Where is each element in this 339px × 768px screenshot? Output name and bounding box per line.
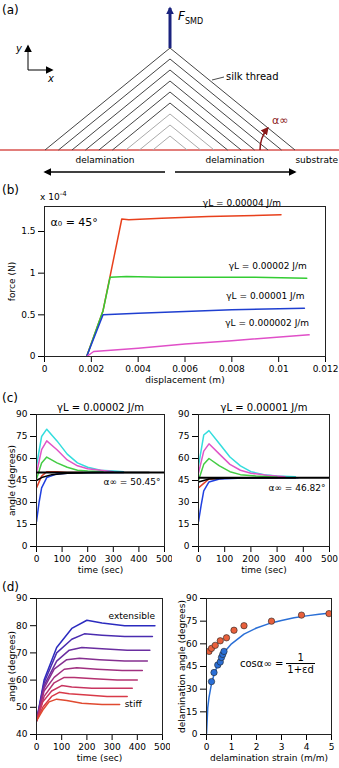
svg-text:0.004: 0.004 <box>125 364 151 374</box>
svg-text:70: 70 <box>16 648 28 658</box>
svg-text:90: 90 <box>16 593 28 603</box>
svg-text:0: 0 <box>34 742 40 752</box>
svg-text:15: 15 <box>186 707 197 717</box>
html-text:x 10-4: x 10-4 <box>40 190 67 202</box>
svg-text:40: 40 <box>16 729 28 739</box>
svg-text:200: 200 <box>242 554 259 564</box>
svg-text:400: 400 <box>130 554 147 564</box>
svg-text:300: 300 <box>105 554 122 564</box>
svg-text:0.5: 0.5 <box>21 310 35 320</box>
svg-text:90: 90 <box>178 409 190 419</box>
svg-text:75: 75 <box>178 431 189 441</box>
svg-text:delamination strain (m/m): delamination strain (m/m) <box>210 753 328 763</box>
svg-text:force (N): force (N) <box>7 262 17 301</box>
svg-text:0: 0 <box>42 364 48 374</box>
svg-text:4: 4 <box>304 742 310 752</box>
html-text:(d): (d) <box>2 580 19 594</box>
svg-text:0: 0 <box>192 729 198 739</box>
svg-text:angle (degrees): angle (degrees) <box>7 445 17 516</box>
svg-text:0: 0 <box>196 554 202 564</box>
svg-text:0.012: 0.012 <box>313 364 339 374</box>
svg-text:60: 60 <box>16 453 28 463</box>
svg-text:300: 300 <box>104 742 121 752</box>
svg-text:15: 15 <box>178 519 189 529</box>
svg-text:0: 0 <box>184 541 190 551</box>
svg-text:γL = 0.00001 J/m: γL = 0.00001 J/m <box>221 402 308 413</box>
html-text:1+εd: 1+εd <box>287 664 314 675</box>
svg-text:1: 1 <box>229 742 235 752</box>
svg-text:time (sec): time (sec) <box>241 565 286 575</box>
svg-text:100: 100 <box>216 554 233 564</box>
svg-text:90: 90 <box>16 409 28 419</box>
svg-text:60: 60 <box>178 453 190 463</box>
svg-text:45: 45 <box>16 475 27 485</box>
svg-text:substrate: substrate <box>295 155 338 165</box>
svg-text:extensible: extensible <box>109 611 156 621</box>
svg-text:x: x <box>47 73 54 84</box>
html-text:1: 1 <box>297 652 304 663</box>
svg-text:γL = 0.00001 J/m: γL = 0.00001 J/m <box>226 291 304 301</box>
svg-text:30: 30 <box>178 497 190 507</box>
svg-text:30: 30 <box>16 497 28 507</box>
svg-text:0: 0 <box>204 742 210 752</box>
svg-text:(a): (a) <box>2 3 19 17</box>
svg-text:stiff: stiff <box>125 699 143 709</box>
svg-text:FSMD: FSMD <box>178 9 203 26</box>
svg-text:angle (degrees): angle (degrees) <box>7 631 17 702</box>
svg-text:15: 15 <box>16 519 27 529</box>
svg-text:0.01: 0.01 <box>269 364 289 374</box>
svg-text:500: 500 <box>156 554 172 564</box>
svg-text:0: 0 <box>30 351 36 361</box>
svg-text:time (sec): time (sec) <box>77 753 122 763</box>
svg-text:1: 1 <box>30 268 36 278</box>
svg-text:400: 400 <box>129 742 146 752</box>
svg-text:0.002: 0.002 <box>78 364 104 374</box>
svg-text:200: 200 <box>78 742 95 752</box>
svg-text:500: 500 <box>154 742 170 752</box>
svg-text:100: 100 <box>53 742 70 752</box>
svg-text:400: 400 <box>295 554 312 564</box>
svg-text:90: 90 <box>186 593 198 603</box>
svg-text:displacement (m): displacement (m) <box>145 375 224 385</box>
svg-text:50: 50 <box>16 702 28 712</box>
html-text:(b): (b) <box>2 183 19 197</box>
svg-text:γL = 0.000002 J/m: γL = 0.000002 J/m <box>225 318 309 328</box>
svg-text:5: 5 <box>329 742 335 752</box>
svg-text:γL = 0.00004 J/m: γL = 0.00004 J/m <box>203 198 281 208</box>
svg-text:γL = 0.00002 J/m: γL = 0.00002 J/m <box>229 261 307 271</box>
svg-text:75: 75 <box>16 431 27 441</box>
svg-text:100: 100 <box>54 554 71 564</box>
svg-text:delamination: delamination <box>206 155 265 165</box>
svg-text:60: 60 <box>16 675 28 685</box>
svg-text:time (sec): time (sec) <box>78 565 123 575</box>
svg-text:0: 0 <box>22 541 28 551</box>
svg-text:300: 300 <box>269 554 286 564</box>
svg-text:80: 80 <box>16 621 28 631</box>
svg-text:200: 200 <box>79 554 96 564</box>
html-text:cosα∞ =: cosα∞ = <box>240 658 284 669</box>
svg-text:0.006: 0.006 <box>172 364 198 374</box>
svg-text:45: 45 <box>186 661 197 671</box>
svg-text:α∞ = 50.45°: α∞ = 50.45° <box>104 477 161 487</box>
svg-text:α∞: α∞ <box>272 114 288 127</box>
svg-text:500: 500 <box>321 554 338 564</box>
svg-text:α∞ = 46.82°: α∞ = 46.82° <box>269 483 326 493</box>
svg-text:45: 45 <box>178 475 189 485</box>
svg-text:0: 0 <box>34 554 40 564</box>
svg-text:1.5: 1.5 <box>21 226 35 236</box>
html-text:(c): (c) <box>2 391 18 405</box>
svg-text:3: 3 <box>279 742 285 752</box>
svg-text:60: 60 <box>186 639 198 649</box>
svg-text:0.008: 0.008 <box>219 364 245 374</box>
svg-text:delamination: delamination <box>76 155 135 165</box>
svg-text:y: y <box>15 43 23 54</box>
svg-text:silk thread: silk thread <box>226 71 279 82</box>
svg-text:α₀ = 45°: α₀ = 45° <box>51 216 98 229</box>
svg-text:γL = 0.00002 J/m: γL = 0.00002 J/m <box>57 402 144 413</box>
svg-text:2: 2 <box>254 742 260 752</box>
svg-text:75: 75 <box>186 616 197 626</box>
svg-text:delamination angle (degrees): delamination angle (degrees) <box>177 600 187 733</box>
svg-text:30: 30 <box>186 684 198 694</box>
